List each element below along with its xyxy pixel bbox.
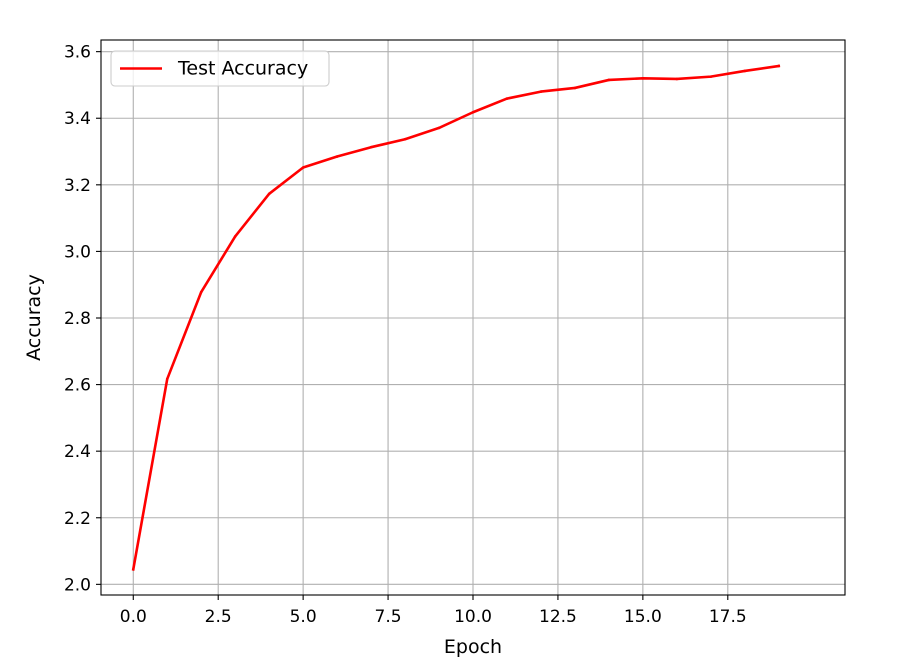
y-tick-label: 3.4 bbox=[64, 109, 91, 129]
series-line-0 bbox=[131, 64, 781, 571]
y-tick-label: 3.2 bbox=[64, 176, 91, 196]
data-point bbox=[709, 75, 713, 78]
y-tick-label: 2.2 bbox=[64, 509, 91, 529]
x-tick-label: 2.5 bbox=[205, 607, 232, 627]
x-axis-label: Epoch bbox=[444, 636, 502, 658]
y-tick-label: 2.8 bbox=[64, 309, 91, 329]
data-point bbox=[641, 76, 645, 80]
data-point bbox=[267, 192, 271, 196]
grid-lines bbox=[101, 40, 845, 595]
y-axis: 2.0 2.2 2.4 2.6 2.8 3.0 3.2 3.4 3.6 bbox=[64, 43, 101, 595]
data-point bbox=[369, 145, 373, 149]
legend-label: Test Accuracy bbox=[177, 58, 308, 80]
x-tick-label: 7.5 bbox=[375, 607, 402, 627]
data-point bbox=[233, 235, 237, 238]
data-point bbox=[301, 166, 305, 169]
data-point bbox=[743, 69, 747, 73]
y-tick-label: 2.4 bbox=[64, 442, 91, 462]
data-point bbox=[471, 110, 475, 114]
legend-box bbox=[110, 50, 330, 87]
x-tick-label: 0.0 bbox=[120, 607, 147, 627]
x-tick-label: 12.5 bbox=[539, 607, 577, 627]
data-point bbox=[573, 86, 577, 90]
data-point bbox=[539, 90, 543, 93]
data-point bbox=[199, 290, 203, 294]
x-tick-label: 15.0 bbox=[624, 607, 662, 627]
data-point bbox=[437, 126, 441, 130]
legend: Test Accuracy bbox=[110, 50, 330, 87]
data-point bbox=[335, 155, 339, 158]
y-tick-label: 3.0 bbox=[64, 242, 91, 262]
data-point bbox=[505, 97, 509, 100]
y-axis-label: Accuracy bbox=[23, 274, 45, 361]
y-tick-label: 2.6 bbox=[64, 376, 91, 396]
data-point bbox=[403, 137, 407, 141]
x-tick-label: 10.0 bbox=[454, 607, 492, 627]
y-tick-label: 3.6 bbox=[64, 43, 91, 63]
data-point bbox=[131, 568, 135, 571]
x-axis: 0.0 2.5 5.0 7.5 10.0 12.5 15.0 17.5 bbox=[120, 595, 747, 627]
series-layer bbox=[131, 64, 781, 571]
x-tick-label: 5.0 bbox=[290, 607, 317, 627]
data-point bbox=[165, 377, 169, 381]
data-point bbox=[607, 78, 611, 82]
y-tick-label: 2.0 bbox=[64, 575, 91, 595]
data-point bbox=[777, 64, 781, 68]
x-tick-label: 17.5 bbox=[709, 607, 747, 627]
data-point bbox=[675, 77, 679, 81]
